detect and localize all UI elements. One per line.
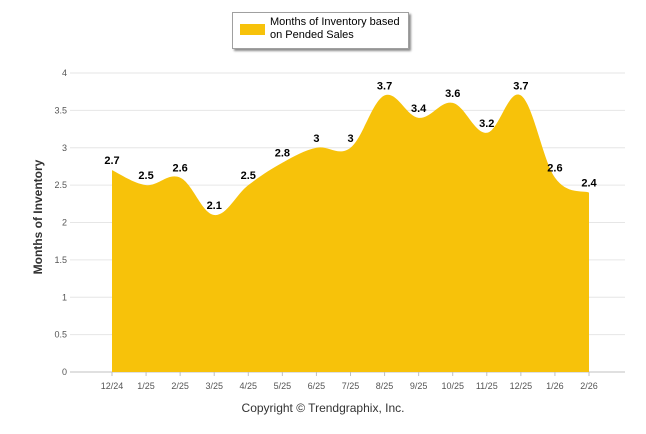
data-label: 3.7	[377, 80, 392, 92]
data-label: 2.5	[138, 170, 153, 182]
data-label: 3.2	[479, 118, 494, 130]
y-axis-title: Months of Inventory	[31, 159, 45, 275]
x-tick-label: 10/25	[441, 381, 464, 391]
data-label: 2.5	[241, 170, 256, 182]
y-tick-label: 0.5	[54, 330, 67, 340]
data-labels: 2.7 2.5 2.6 2.1 2.5 2.8 3 3 3.7 3.4 3.6 3.2 3.7 2.6 2.…	[104, 80, 597, 212]
y-tick-label: 3	[62, 143, 67, 153]
y-tick-label: 1.5	[54, 255, 67, 265]
x-tick-label: 12/24	[101, 381, 124, 391]
data-label: 3	[347, 133, 353, 145]
x-tick-label: 12/25	[510, 381, 533, 391]
legend[interactable]: Months of Inventory based on Pended Sale…	[232, 12, 409, 49]
x-tick-label: 2/26	[580, 381, 598, 391]
x-tick-label: 1/25	[137, 381, 155, 391]
data-label: 2.7	[104, 155, 119, 167]
x-axis: 12/24 1/25 2/25 3/25 4/25 5/25 6/25 7/25 8/25 9/2…	[101, 372, 598, 391]
data-label: 2.1	[207, 200, 222, 212]
data-label: 2.6	[547, 163, 562, 175]
data-label: 2.6	[172, 163, 187, 175]
x-tick-label: 4/25	[240, 381, 258, 391]
y-tick-label: 2	[62, 218, 67, 228]
y-tick-label: 1	[62, 292, 67, 302]
copyright-text: Copyright © Trendgraphix, Inc.	[241, 401, 405, 415]
y-axis-ticks: 0 0.5 1 1.5 2 2.5 3 3.5 4	[54, 68, 67, 377]
y-tick-label: 0	[62, 367, 67, 377]
x-tick-label: 2/25	[171, 381, 189, 391]
x-tick-label: 1/26	[546, 381, 564, 391]
x-tick-label: 5/25	[274, 381, 292, 391]
x-tick-label: 6/25	[308, 381, 326, 391]
data-label: 3.7	[513, 80, 528, 92]
x-tick-label: 8/25	[376, 381, 394, 391]
data-label: 2.4	[581, 178, 597, 190]
y-tick-label: 3.5	[54, 105, 67, 115]
y-tick-label: 4	[62, 68, 67, 78]
legend-swatch	[240, 24, 265, 35]
data-label: 3.6	[445, 88, 460, 100]
data-label: 2.8	[275, 148, 290, 160]
data-label: 3	[313, 133, 319, 145]
x-tick-label: 3/25	[205, 381, 223, 391]
y-tick-label: 2.5	[54, 180, 67, 190]
legend-label: Months of Inventory based on Pended Sale…	[270, 16, 400, 41]
x-tick-label: 11/25	[476, 381, 498, 391]
series-area	[112, 94, 589, 372]
area-fill	[112, 94, 589, 372]
x-tick-label: 7/25	[342, 381, 360, 391]
x-tick-label: 9/25	[410, 381, 428, 391]
data-label: 3.4	[411, 103, 427, 115]
